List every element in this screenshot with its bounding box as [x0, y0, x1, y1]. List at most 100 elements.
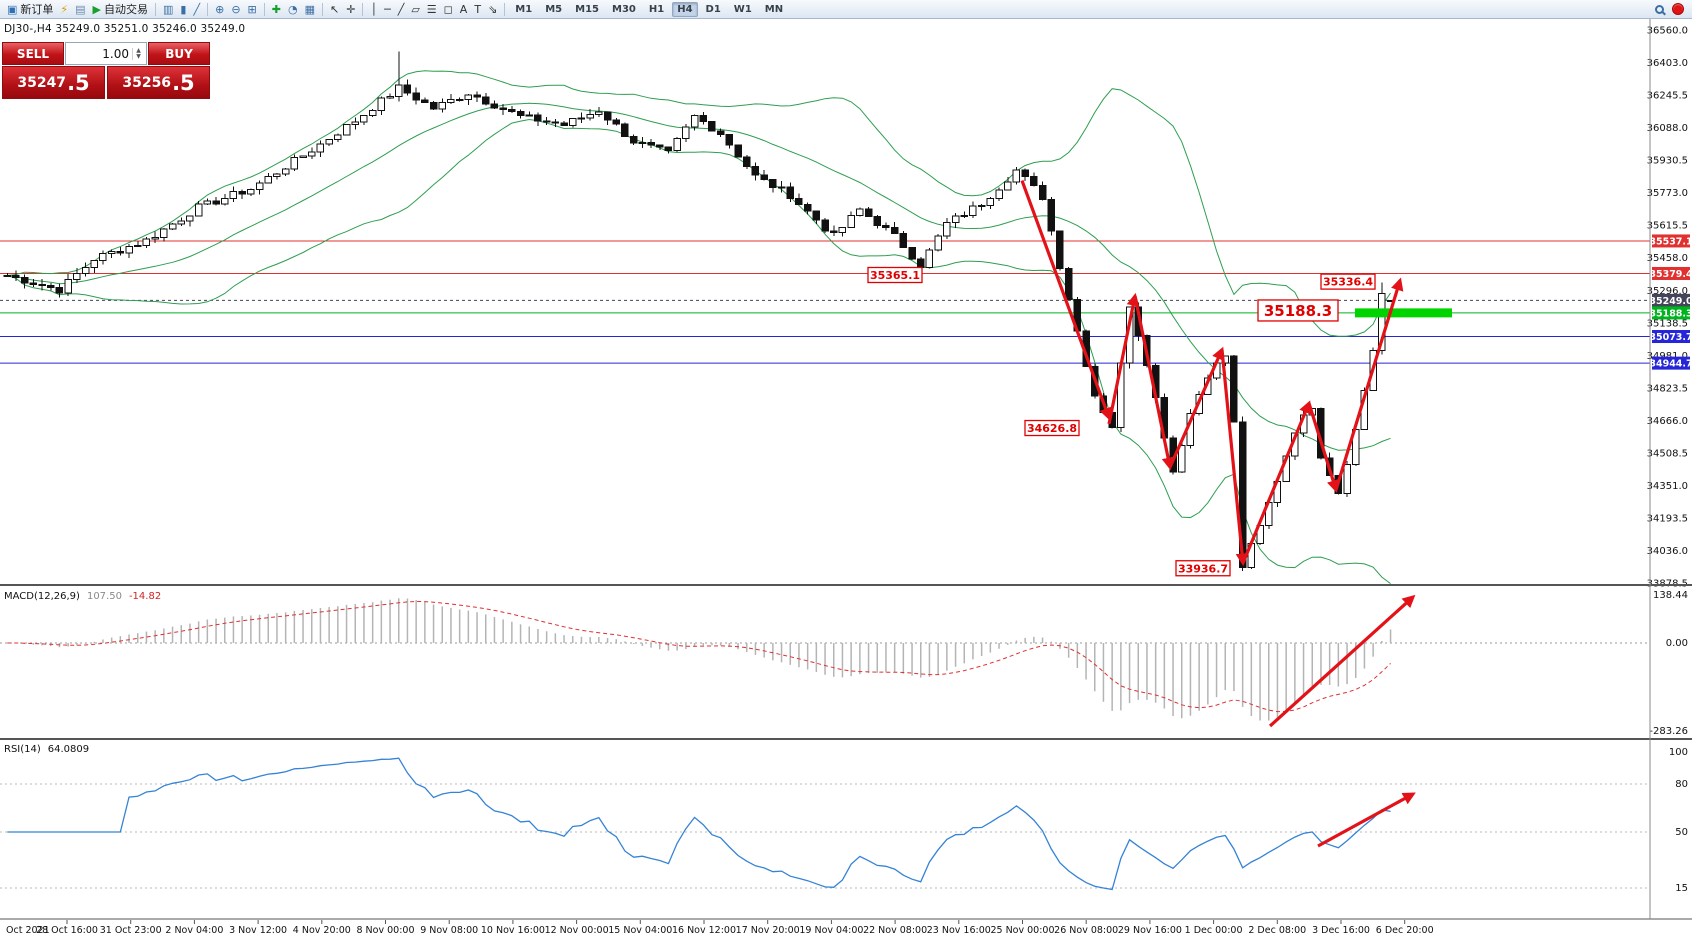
- templates-button[interactable]: ▦: [302, 1, 318, 18]
- volume-value[interactable]: 1.00: [102, 46, 129, 61]
- buy-price[interactable]: 35256 .5: [107, 66, 210, 99]
- sell-price-frac: .5: [67, 70, 90, 95]
- timeframe-m30-button[interactable]: M30: [612, 3, 636, 15]
- svg-text:29 Nov 16:00: 29 Nov 16:00: [1118, 925, 1182, 936]
- profiles-button[interactable]: ▤: [72, 1, 88, 18]
- trendline-button[interactable]: ╱: [395, 1, 408, 18]
- green-highlight-level[interactable]: [1355, 308, 1452, 318]
- rsi-trend-arrow[interactable]: [1317, 792, 1416, 848]
- svg-text:34036.0: 34036.0: [1647, 546, 1688, 557]
- autotrading-button[interactable]: ▶ 自动交易: [90, 1, 151, 18]
- timeframe-h1-button[interactable]: H1: [648, 3, 665, 15]
- buy-price-frac: .5: [172, 70, 195, 95]
- arrows-tool-button[interactable]: ⇘: [485, 1, 500, 18]
- price-axis[interactable]: 36560.0 36403.0 36245.5 36088.0 35930.5 35773…: [1647, 26, 1692, 590]
- zoom-out-button[interactable]: ⊖: [228, 1, 243, 18]
- timeframe-m5-button[interactable]: M5: [545, 3, 563, 15]
- svg-text:26 Nov 08:00: 26 Nov 08:00: [1054, 925, 1118, 936]
- hline-button[interactable]: ─: [381, 1, 394, 18]
- text-label-button[interactable]: T: [471, 1, 484, 18]
- svg-text:35537.1: 35537.1: [1649, 236, 1692, 247]
- panel-separators[interactable]: [0, 19, 1692, 920]
- shapes-button[interactable]: ◻: [441, 1, 456, 18]
- svg-text:35365.1: 35365.1: [870, 269, 920, 282]
- new-order-icon: ▣: [7, 2, 18, 16]
- candles-chart-button[interactable]: ▮: [177, 1, 189, 18]
- timeframe-d1-button[interactable]: D1: [705, 3, 721, 15]
- line-chart-icon: ╱: [193, 2, 201, 16]
- tile-windows-button[interactable]: ⊞: [245, 1, 260, 18]
- svg-text:50: 50: [1675, 827, 1688, 838]
- svg-text:15: 15: [1675, 883, 1688, 894]
- svg-text:36088.0: 36088.0: [1647, 123, 1688, 134]
- svg-text:34508.5: 34508.5: [1647, 449, 1688, 460]
- fibonacci-button[interactable]: ☰: [424, 1, 440, 18]
- cursor-icon: ↖: [330, 2, 340, 16]
- text-button[interactable]: A: [457, 1, 471, 18]
- sell-button[interactable]: SELL: [2, 42, 64, 65]
- zoom-in-button[interactable]: ⊕: [212, 1, 227, 18]
- timeframe-w1-button[interactable]: W1: [733, 3, 752, 15]
- symbol-ohlc-header: DJ30-,H4 35249.0 35251.0 35246.0 35249.0: [4, 23, 246, 35]
- volume-field[interactable]: 1.00 ▲ ▼: [65, 42, 147, 65]
- buy-price-main: 35256: [122, 74, 172, 91]
- trend-arrows[interactable]: [1020, 179, 1404, 567]
- price-annotations[interactable]: 35365.1 34626.8 33936.7 35336.4 35188.3: [867, 266, 1376, 577]
- timeframe-m15-button[interactable]: M15: [575, 3, 599, 15]
- new-order-button[interactable]: ▣ 新订单: [4, 1, 56, 18]
- rsi-indicator-label: RSI(14) 64.0809: [4, 744, 89, 755]
- toolbar-separator: [504, 2, 506, 16]
- volume-down-button[interactable]: ▼: [136, 52, 141, 60]
- svg-text:16 Nov 12:00: 16 Nov 12:00: [672, 925, 736, 936]
- sell-price[interactable]: 35247 .5: [2, 66, 105, 99]
- notification-badge[interactable]: [1672, 3, 1684, 15]
- svg-text:35615.5: 35615.5: [1647, 220, 1688, 231]
- toolbar-separator: [362, 2, 364, 16]
- buy-button[interactable]: BUY: [148, 42, 210, 65]
- svg-text:9 Nov 08:00: 9 Nov 08:00: [420, 925, 478, 936]
- svg-text:17 Nov 20:00: 17 Nov 20:00: [736, 925, 800, 936]
- vertical-line-icon: │: [370, 2, 378, 16]
- horizontal-level-lines[interactable]: [0, 240, 1650, 364]
- svg-text:28 Oct 16:00: 28 Oct 16:00: [36, 925, 98, 936]
- svg-text:80: 80: [1675, 779, 1688, 790]
- candles-chart-icon: ▮: [180, 2, 187, 16]
- bars-chart-button[interactable]: ▥: [160, 1, 176, 18]
- crosshair-button[interactable]: ✛: [343, 1, 358, 18]
- volume-spinner[interactable]: ▲ ▼: [132, 46, 144, 60]
- toolbar: ▣ 新订单 ⚡ ▤ ▶ 自动交易 ▥ ▮ ╱ ⊕ ⊖ ⊞ ✚ ◔ ▦ ↖ ✛ │ ─ ╱ ▱ ☰ ◻ A T ⇘ M1 M5 M15 M3…: [0, 0, 1692, 19]
- svg-text:35188.3: 35188.3: [1264, 302, 1332, 320]
- bars-chart-icon: ▥: [163, 2, 174, 16]
- cursor-button[interactable]: ↖: [327, 1, 342, 18]
- svg-text:2 Nov 04:00: 2 Nov 04:00: [165, 925, 223, 936]
- line-chart-button[interactable]: ╱: [190, 1, 203, 18]
- macd-indicator-label: MACD(12,26,9) 107.50 -14.82: [4, 591, 161, 602]
- vline-button[interactable]: │: [367, 1, 380, 18]
- svg-text:35296.0: 35296.0: [1647, 286, 1688, 297]
- svg-text:-283.26: -283.26: [1649, 726, 1688, 737]
- svg-text:35188.3: 35188.3: [1649, 308, 1692, 319]
- svg-text:36245.5: 36245.5: [1647, 90, 1688, 101]
- timeframe-m1-button[interactable]: M1: [515, 3, 533, 15]
- rsi-panel: 100 80 50 15: [0, 747, 1688, 894]
- profiles-icon: ▤: [75, 2, 86, 16]
- svg-text:35073.7: 35073.7: [1649, 332, 1692, 343]
- timeframe-mn-button[interactable]: MN: [764, 3, 784, 15]
- channel-button[interactable]: ▱: [408, 1, 422, 18]
- svg-text:100: 100: [1669, 747, 1688, 758]
- macd-signal-value: -14.82: [128, 591, 162, 602]
- svg-text:34944.7: 34944.7: [1649, 359, 1692, 370]
- periods-button[interactable]: ◔: [285, 1, 301, 18]
- channel-icon: ▱: [411, 2, 420, 16]
- clock-icon: ◔: [287, 2, 298, 16]
- timeframe-h4-button[interactable]: H4: [672, 1, 698, 17]
- metaeditor-button[interactable]: ⚡: [57, 1, 71, 18]
- svg-text:34823.5: 34823.5: [1647, 384, 1688, 395]
- volume-up-button[interactable]: ▲: [136, 46, 141, 54]
- zoom-out-icon: ⊖: [231, 2, 241, 16]
- macd-trend-arrow[interactable]: [1268, 594, 1416, 728]
- indicators-button[interactable]: ✚: [269, 1, 284, 18]
- search-icon[interactable]: [1655, 4, 1664, 14]
